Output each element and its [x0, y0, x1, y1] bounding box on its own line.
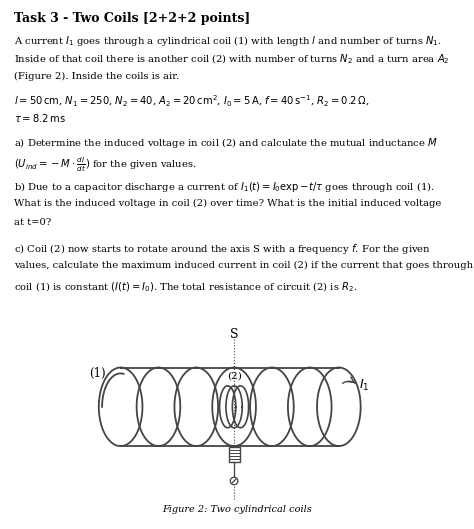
- Text: (2): (2): [227, 371, 242, 381]
- Text: S: S: [230, 328, 238, 341]
- Text: (Figure 2). Inside the coils is air.: (Figure 2). Inside the coils is air.: [14, 72, 179, 81]
- Text: $I_1$: $I_1$: [359, 378, 370, 393]
- Circle shape: [230, 477, 238, 485]
- Text: A current $I_1$ goes through a cylindrical coil (1) with length $l$ and number o: A current $I_1$ goes through a cylindric…: [14, 34, 442, 48]
- Text: Figure 2: Two cylindrical coils: Figure 2: Two cylindrical coils: [162, 505, 312, 514]
- Text: b) Due to a capacitor discharge a current of $I_1(t) = I_0 \exp{-t/\tau}$ goes t: b) Due to a capacitor discharge a curren…: [14, 180, 435, 194]
- Text: (1): (1): [90, 367, 106, 380]
- Text: Task 3 - Two Coils [2+2+2 points]: Task 3 - Two Coils [2+2+2 points]: [14, 12, 250, 25]
- Text: Inside of that coil there is another coil (2) with number of turns $N_2$ and a t: Inside of that coil there is another coi…: [14, 53, 450, 67]
- Text: at t=0?: at t=0?: [14, 218, 52, 227]
- Text: values, calculate the maximum induced current in coil (2) if the current that go: values, calculate the maximum induced cu…: [14, 261, 474, 270]
- Text: coil (1) is constant $(I(t) = I_0)$. The total resistance of circuit (2) is $R_2: coil (1) is constant $(I(t) = I_0)$. The…: [14, 280, 357, 294]
- Text: $\tau = 8.2\,\mathrm{ms}$: $\tau = 8.2\,\mathrm{ms}$: [14, 112, 66, 124]
- Text: $l = 50\,\mathrm{cm}$, $N_1 = 250$, $N_2 = 40$, $A_2 = 20\,\mathrm{cm}^2$, $I_0 : $l = 50\,\mathrm{cm}$, $N_1 = 250$, $N_2…: [14, 93, 370, 108]
- Text: $(U_{ind} = -M \cdot \frac{dI}{dt})$ for the given values.: $(U_{ind} = -M \cdot \frac{dI}{dt})$ for…: [14, 156, 197, 174]
- Text: a) Determine the induced voltage in coil (2) and calculate the mutual inductance: a) Determine the induced voltage in coil…: [14, 136, 438, 150]
- Text: What is the induced voltage in coil (2) over time? What is the initial induced v: What is the induced voltage in coil (2) …: [14, 199, 442, 208]
- Bar: [228, 447, 240, 462]
- Text: c) Coil (2) now starts to rotate around the axis S with a frequency $f$. For the: c) Coil (2) now starts to rotate around …: [14, 242, 431, 256]
